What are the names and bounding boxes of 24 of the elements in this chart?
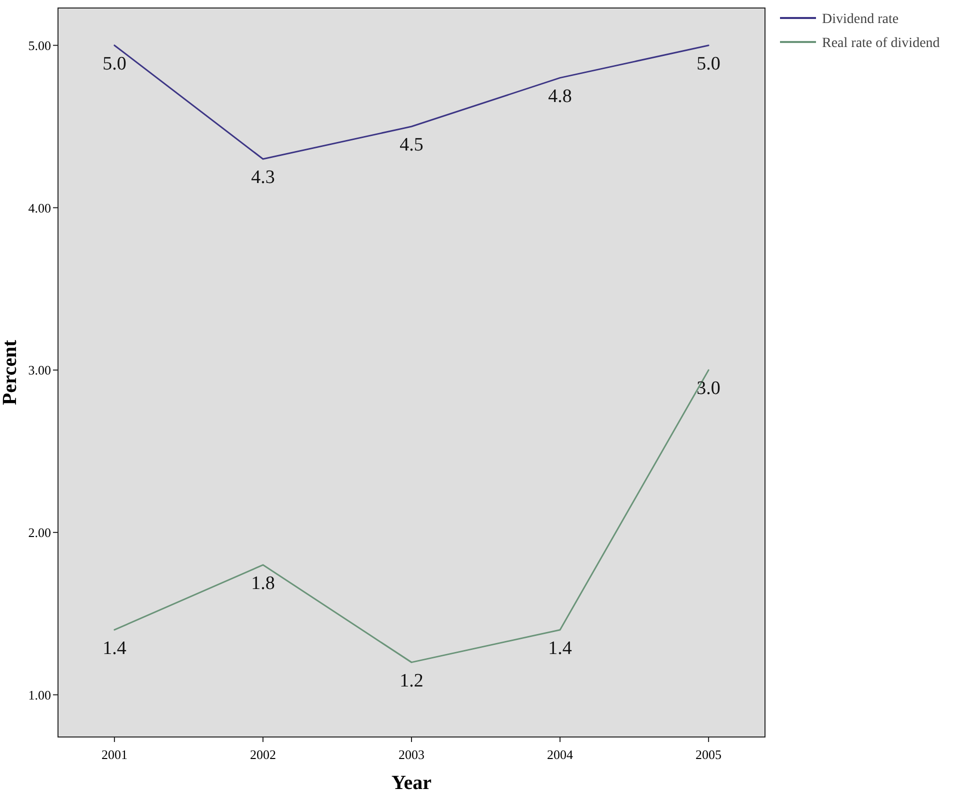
x-tick-label: 2004 (547, 747, 574, 762)
y-tick-label: 3.00 (28, 362, 51, 378)
data-label: 5.0 (102, 53, 126, 74)
y-tick-label: 1.00 (28, 687, 51, 702)
x-axis-title: Year (392, 772, 432, 794)
data-label: 1.4 (548, 638, 572, 659)
data-label: 3.0 (696, 378, 720, 400)
y-tick-label: 2.00 (28, 524, 51, 540)
data-label: 4.8 (548, 86, 572, 107)
x-tick-label: 2003 (398, 747, 424, 762)
x-tick-label: 2002 (250, 747, 276, 762)
data-label: 4.3 (251, 166, 275, 188)
data-label: 1.8 (251, 572, 275, 594)
legend-label: Dividend rate (822, 12, 899, 27)
data-label: 5.0 (696, 53, 720, 74)
y-tick-label: 5.00 (28, 38, 51, 53)
data-label: 1.4 (102, 638, 127, 659)
y-tick-label: 4.00 (28, 200, 51, 216)
x-tick-label: 2005 (696, 747, 722, 762)
legend-label: Real rate of dividend (822, 36, 940, 51)
y-axis-title: Percent (0, 340, 21, 406)
x-tick-label: 2001 (101, 747, 128, 762)
data-label: 4.5 (400, 134, 424, 156)
data-label: 1.2 (400, 670, 424, 692)
